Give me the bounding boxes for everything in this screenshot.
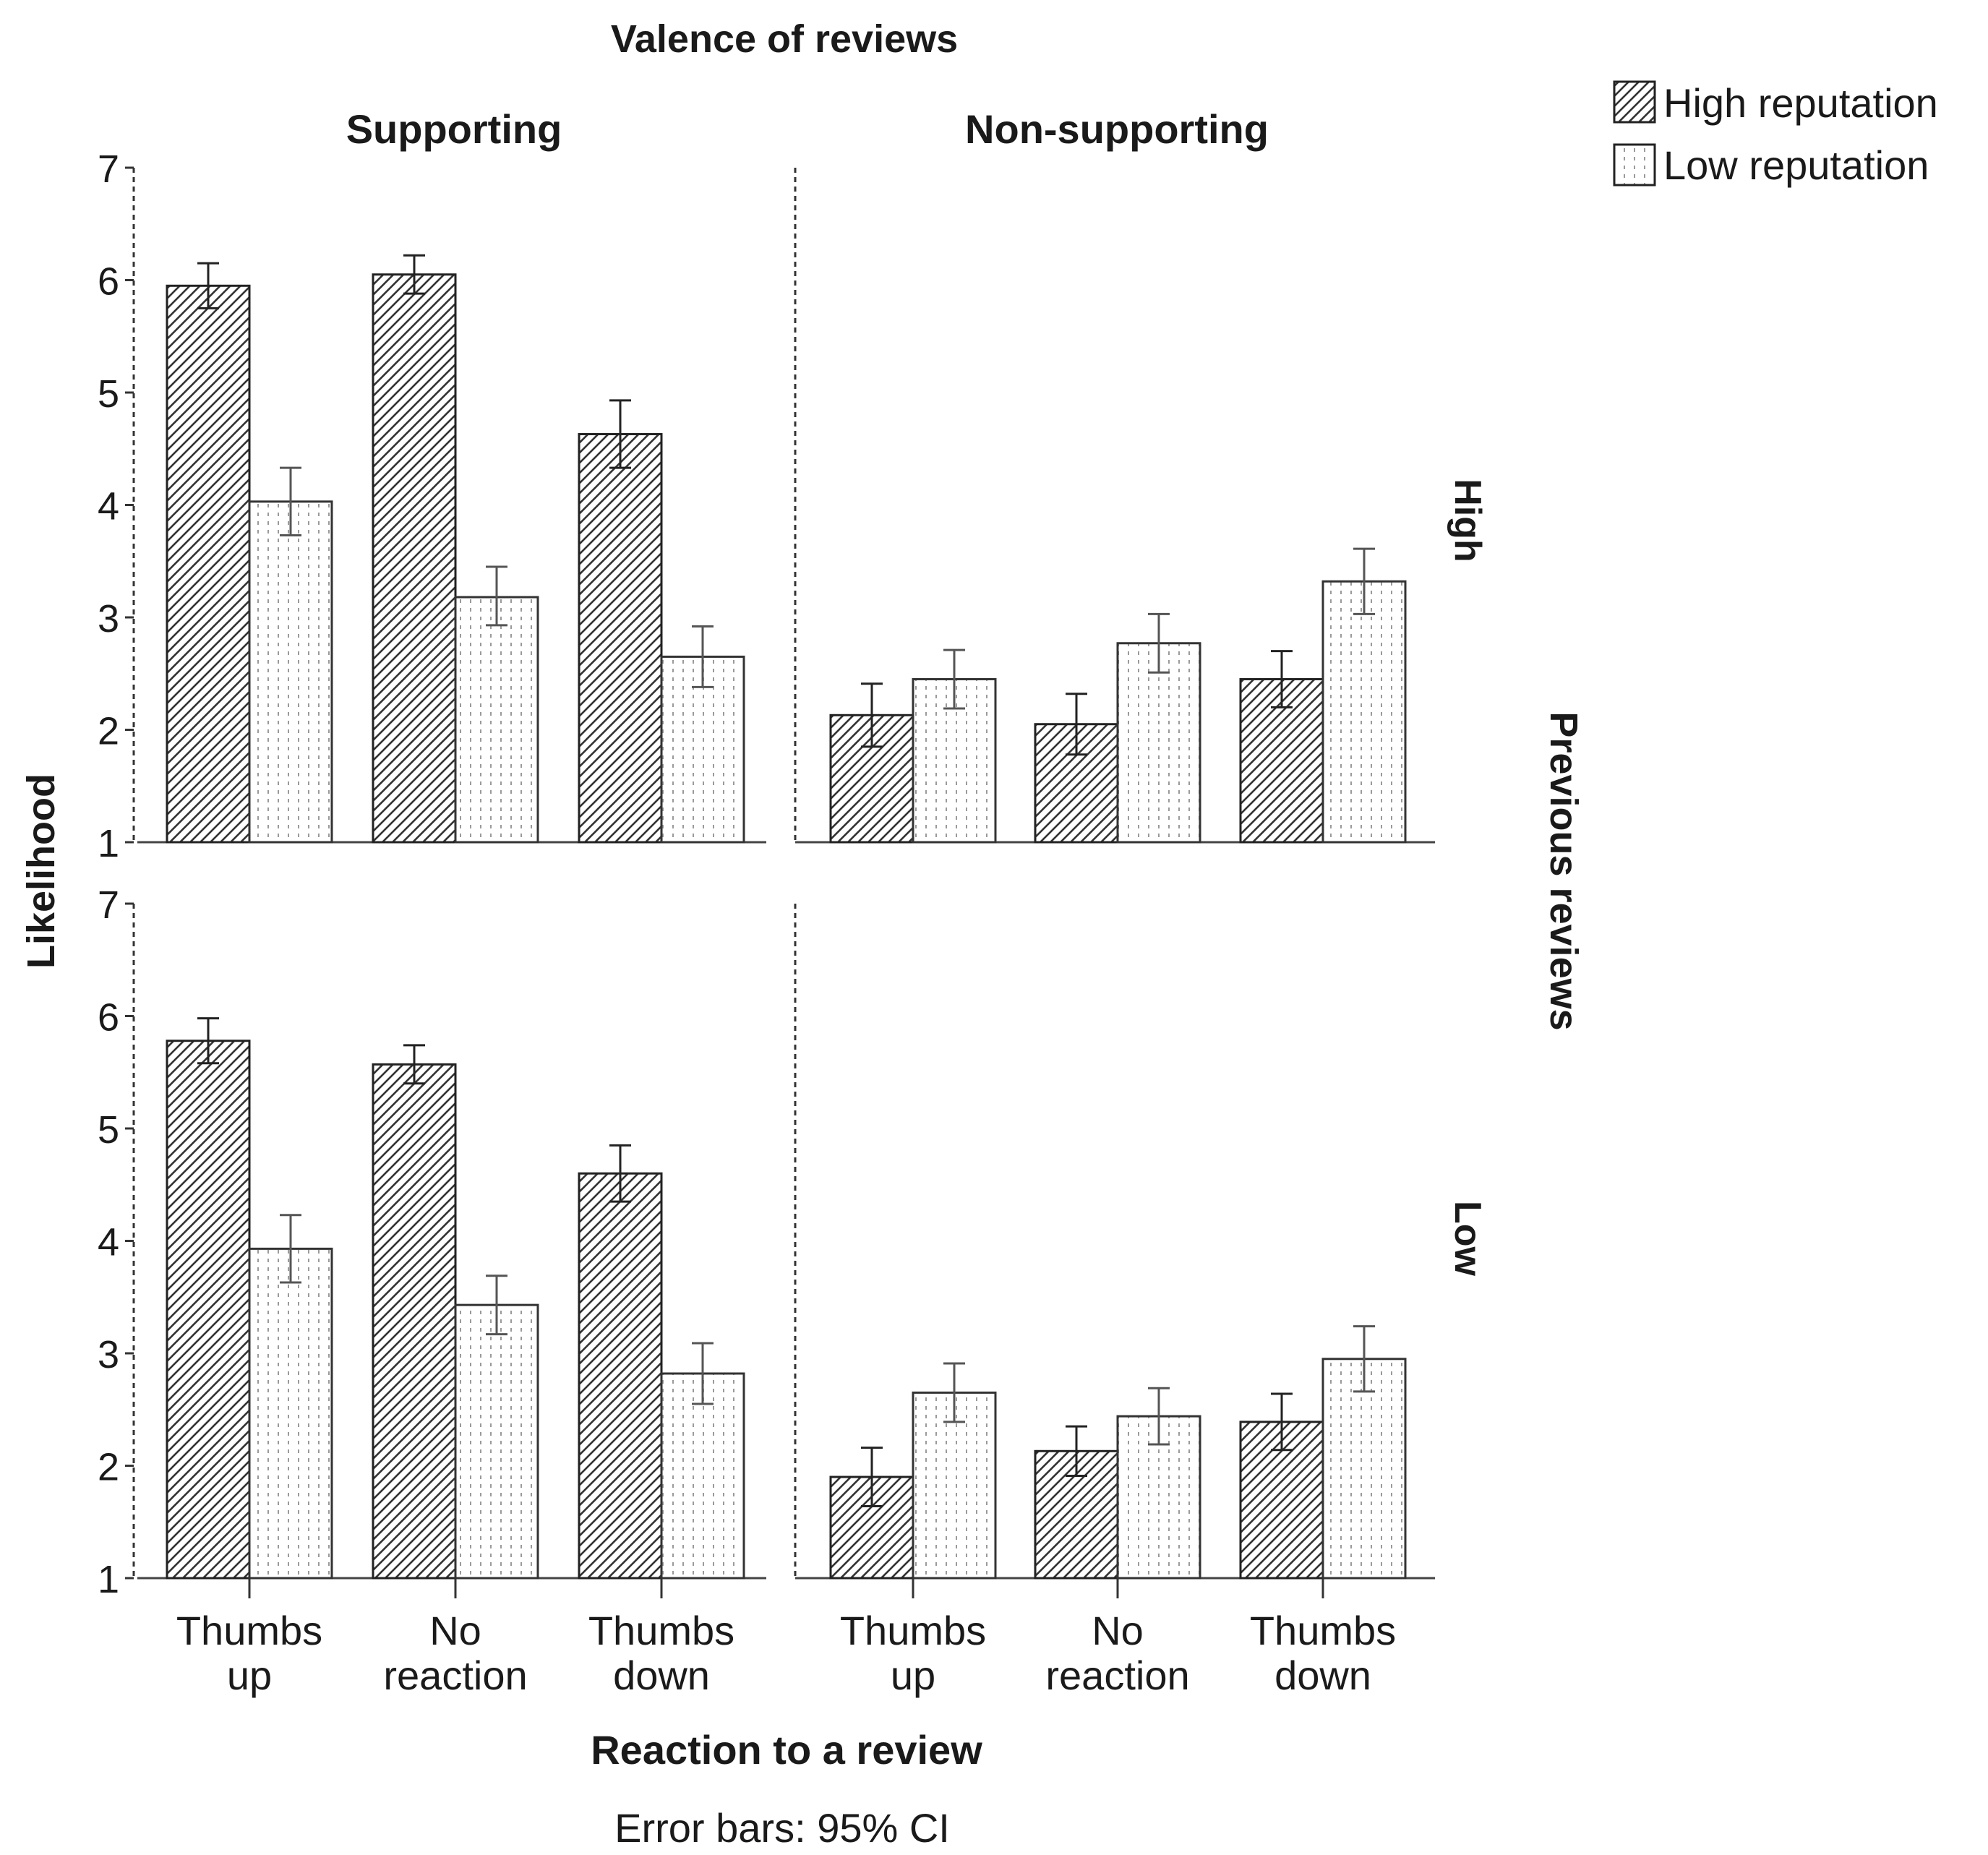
panel-low-supporting-y-tick-label-6: 6: [98, 996, 119, 1040]
legend: High reputation Low reputation: [1613, 80, 1938, 188]
panel-high-non-supporting-error-bar-low-reputation-thumbs-up: [943, 648, 965, 710]
panel-low-non-supporting-error-bar-low-reputation-thumbs-up: [943, 1362, 965, 1423]
panel-low-non-supporting-x-tick-label-thumbs-down: Thumbs down: [1250, 1608, 1396, 1698]
panel-low-supporting-y-tick-label-3: 3: [98, 1333, 119, 1376]
panel-high-supporting-bar-low-reputation-no-reaction: [454, 596, 539, 844]
panel-high-supporting: 1 2 3 4 5 6 7: [98, 147, 766, 865]
panel-high-non-supporting-error-bar-high-reputation-thumbs-down: [1271, 650, 1293, 708]
panel-low-supporting-error-bar-low-reputation-no-reaction: [486, 1274, 507, 1336]
panel-high-supporting-y-tick-label-1: 1: [98, 822, 119, 865]
panel-high-supporting-bar-high-reputation-no-reaction: [372, 273, 457, 844]
panel-low-supporting-error-bar-high-reputation-no-reaction: [403, 1044, 425, 1085]
panel-high-supporting-error-bar-low-reputation-no-reaction: [486, 565, 507, 627]
panel-high-supporting-y-tick-label-3: 3: [98, 597, 119, 641]
panel-low-supporting-bar-low-reputation-no-reaction: [454, 1303, 539, 1580]
column-header-non-supporting: Non-supporting: [965, 106, 1269, 152]
panel-low-non-supporting-error-bar-high-reputation-thumbs-down: [1271, 1392, 1293, 1452]
panel-low-non-supporting-x-tick-label-no-reaction: No reaction: [1045, 1608, 1189, 1698]
panel-high-supporting-bar-high-reputation-thumbs-up: [166, 284, 251, 844]
row-header-high: High: [1447, 479, 1488, 562]
panel-high-supporting-y-tick-label-6: 6: [98, 260, 119, 304]
chart-title: Valence of reviews: [611, 17, 958, 61]
panel-high-supporting-error-bar-high-reputation-thumbs-up: [197, 262, 219, 309]
panel-high-non-supporting-error-bar-low-reputation-thumbs-down: [1353, 547, 1375, 615]
panel-low-supporting-error-bar-low-reputation-thumbs-down: [692, 1342, 714, 1405]
panel-low-supporting-error-bar-high-reputation-thumbs-down: [609, 1144, 631, 1203]
panel-low-supporting-bar-high-reputation-thumbs-up: [166, 1040, 251, 1580]
panel-high-non-supporting: [794, 168, 1435, 844]
panel-high-supporting-error-bar-low-reputation-thumbs-up: [280, 466, 301, 536]
row-header-low: Low: [1447, 1201, 1488, 1277]
panel-high-supporting-y-tick-label-2: 2: [98, 710, 119, 753]
panel-high-supporting-y-tick-label-5: 5: [98, 372, 119, 416]
panel-low-supporting-bar-high-reputation-thumbs-down: [578, 1172, 663, 1580]
error-bar-note: Error bars: 95% CI: [614, 1805, 950, 1851]
panel-high-non-supporting-error-bar-high-reputation-thumbs-up: [861, 682, 883, 748]
panel-low-non-supporting-bar-low-reputation-thumbs-down: [1321, 1358, 1407, 1580]
panel-low-non-supporting-x-tick-label-thumbs-up: Thumbs up: [840, 1608, 986, 1698]
panel-low-supporting-bar-high-reputation-no-reaction: [372, 1063, 457, 1580]
panel-high-non-supporting-bar-low-reputation-thumbs-down: [1321, 580, 1407, 844]
panel-low-non-supporting: Thumbs up No reaction Thumbs down: [794, 904, 1435, 1698]
panel-low-supporting-y-tick-label-4: 4: [98, 1221, 119, 1264]
panel-low-supporting: 1 2 3 4 5 6 7 Thumbs up No reaction Thumbs down: [98, 883, 766, 1698]
panel-high-non-supporting-error-bar-low-reputation-no-reaction: [1148, 612, 1170, 674]
panel-high-supporting-error-bar-high-reputation-no-reaction: [403, 254, 425, 295]
panel-low-non-supporting-error-bar-low-reputation-thumbs-down: [1353, 1325, 1375, 1393]
panel-low-non-supporting-error-bar-high-reputation-no-reaction: [1066, 1425, 1087, 1477]
panel-low-supporting-bar-low-reputation-thumbs-up: [248, 1247, 333, 1580]
panel-high-supporting-bar-high-reputation-thumbs-down: [578, 433, 663, 844]
x-axis-label: Reaction to a review: [591, 1727, 982, 1773]
panel-low-supporting-error-bar-high-reputation-thumbs-up: [197, 1017, 219, 1065]
panel-low-non-supporting-bar-low-reputation-thumbs-up: [912, 1391, 997, 1580]
panel-low-supporting-x-tick-label-thumbs-down: Thumbs down: [588, 1608, 734, 1698]
row-facet-label: Previous reviews: [1542, 711, 1585, 1030]
panel-low-supporting-error-bar-low-reputation-thumbs-up: [280, 1214, 301, 1284]
panel-low-supporting-y-tick-label-7: 7: [98, 883, 119, 927]
panel-low-supporting-y-tick-label-5: 5: [98, 1108, 119, 1152]
panel-high-supporting-error-bar-low-reputation-thumbs-down: [692, 625, 714, 688]
chart-panels: 1 2 3 4 5 6 7 1 2 3 4 5 6 7 Thumbs up No reaction Thumbs do…: [98, 147, 1435, 1698]
y-axis-label: Likelihood: [20, 774, 63, 969]
panel-high-non-supporting-bar-low-reputation-no-reaction: [1116, 642, 1201, 844]
legend-swatch-low-reputation: [1613, 143, 1656, 187]
panel-low-supporting-y-tick-label-1: 1: [98, 1558, 119, 1601]
panel-low-non-supporting-error-bar-high-reputation-thumbs-up: [861, 1447, 883, 1507]
column-header-supporting: Supporting: [346, 106, 562, 152]
panel-high-supporting-error-bar-high-reputation-thumbs-down: [609, 399, 631, 469]
panel-high-non-supporting-error-bar-high-reputation-no-reaction: [1066, 693, 1087, 756]
legend-label-low-reputation: Low reputation: [1663, 142, 1929, 188]
panel-low-supporting-bar-low-reputation-thumbs-down: [660, 1372, 745, 1580]
panel-high-supporting-y-tick-label-4: 4: [98, 485, 119, 528]
panel-high-supporting-bar-low-reputation-thumbs-up: [248, 500, 333, 844]
panel-low-supporting-y-tick-label-2: 2: [98, 1446, 119, 1489]
panel-low-supporting-x-tick-label-thumbs-up: Thumbs up: [176, 1608, 322, 1698]
legend-swatch-high-reputation: [1613, 80, 1656, 124]
legend-label-high-reputation: High reputation: [1663, 80, 1938, 126]
panel-low-supporting-x-tick-label-no-reaction: No reaction: [383, 1608, 527, 1698]
panel-high-supporting-y-tick-label-7: 7: [98, 147, 119, 191]
panel-low-non-supporting-error-bar-low-reputation-no-reaction: [1148, 1387, 1170, 1446]
